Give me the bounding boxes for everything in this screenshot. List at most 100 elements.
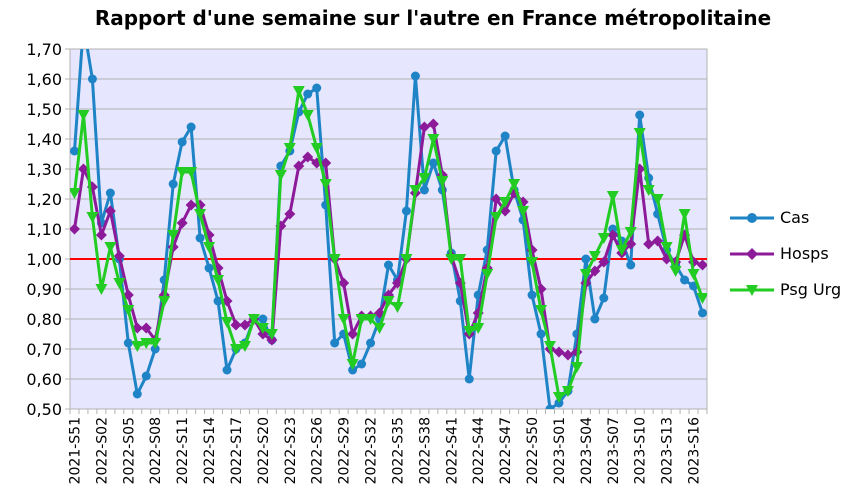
data-point-psg-urg <box>158 296 171 307</box>
x-tick-label: 2022-S29 <box>337 417 353 484</box>
data-point-hosps <box>490 193 502 205</box>
data-point-hosps <box>589 265 601 277</box>
data-point-psg-urg <box>570 362 583 373</box>
data-point-cas <box>87 74 97 84</box>
data-point-psg-urg <box>229 344 242 355</box>
data-point-psg-urg <box>624 227 637 238</box>
y-tick-label: 1,30 <box>26 160 62 179</box>
data-point-cas <box>590 314 600 324</box>
x-tick-label: 2022-S11 <box>175 417 191 484</box>
data-point-cas <box>141 371 151 381</box>
data-point-psg-urg <box>490 212 503 223</box>
data-point-cas <box>410 71 420 81</box>
y-tick-label: 0,60 <box>26 370 62 389</box>
data-point-cas <box>168 179 178 189</box>
series-group <box>70 21 707 409</box>
data-point-hosps <box>338 277 350 289</box>
y-axis: 0,50 0,60 0,70 0,80 0,90 1,00 1,10 1,20 1,30 1,40… <box>26 40 70 419</box>
data-point-psg-urg <box>543 341 556 352</box>
data-point-psg-urg <box>131 341 144 352</box>
data-point-psg-urg <box>552 392 565 403</box>
data-point-cas <box>330 338 340 348</box>
data-point-hosps <box>553 346 565 358</box>
data-point-psg-urg <box>418 173 431 184</box>
data-point-psg-urg <box>651 194 664 205</box>
x-tick-label: 2023-S10 <box>633 417 649 484</box>
x-tick-label: 2022-S02 <box>94 417 110 484</box>
data-point-psg-urg <box>77 110 90 121</box>
legend-label-cas: Cas <box>780 208 810 227</box>
data-point-psg-urg <box>140 338 153 349</box>
x-tick-label: 2022-S17 <box>229 417 245 484</box>
data-point-cas <box>419 185 429 195</box>
data-point-psg-urg <box>113 278 126 289</box>
x-tick-label: 2022-S26 <box>310 417 326 484</box>
data-point-hosps <box>104 205 116 217</box>
data-point-psg-urg <box>247 314 260 325</box>
data-point-hosps <box>643 238 655 250</box>
data-point-cas <box>626 260 636 270</box>
data-point-psg-urg <box>508 179 521 190</box>
data-point-psg-urg <box>436 176 449 187</box>
data-point-cas <box>491 146 501 156</box>
x-tick-label: 2023-S04 <box>579 417 595 484</box>
y-tick-label: 0,70 <box>26 340 62 359</box>
data-point-hosps <box>652 235 664 247</box>
data-point-psg-urg <box>70 188 81 199</box>
x-tick-label: 2022-S05 <box>121 417 137 484</box>
data-point-cas <box>500 131 510 141</box>
x-tick-label: 2022-S32 <box>364 417 380 484</box>
legend-label-hosps: Hosps <box>780 244 829 263</box>
data-point-psg-urg <box>606 191 619 202</box>
data-point-cas <box>123 338 133 348</box>
data-point-psg-urg <box>265 329 278 340</box>
data-point-cas <box>186 122 196 132</box>
legend-swatch-psg-urg <box>730 285 774 296</box>
x-tick-label: 2022-S38 <box>417 417 433 484</box>
data-point-psg-urg <box>588 251 601 262</box>
data-point-cas <box>177 137 187 147</box>
data-point-psg-urg <box>454 254 467 265</box>
data-point-cas <box>79 21 88 30</box>
x-tick-label: 2022-S41 <box>444 417 460 484</box>
data-point-hosps <box>185 199 197 211</box>
data-point-psg-urg <box>292 86 305 97</box>
data-point-psg-urg <box>149 338 162 349</box>
x-tick-label: 2022-S50 <box>525 417 541 484</box>
data-point-psg-urg <box>427 134 440 145</box>
data-point-cas <box>384 260 393 270</box>
data-point-psg-urg <box>194 209 207 220</box>
legend-item-cas: Cas <box>728 204 858 240</box>
x-tick-label: 2023-S13 <box>660 417 676 484</box>
data-point-psg-urg <box>463 326 476 337</box>
data-point-hosps <box>239 319 251 331</box>
data-point-hosps <box>293 160 305 172</box>
data-point-cas <box>428 158 438 168</box>
data-point-cas <box>204 263 214 273</box>
data-point-psg-urg <box>238 341 251 352</box>
data-point-cas <box>195 233 205 243</box>
data-point-psg-urg <box>328 254 341 265</box>
data-point-cas <box>303 89 313 99</box>
x-tick-label: 2022-S14 <box>202 417 218 484</box>
data-point-cas <box>213 296 223 306</box>
data-point-psg-urg <box>561 386 574 397</box>
data-point-psg-urg <box>391 302 404 313</box>
data-point-hosps <box>302 151 314 163</box>
data-point-psg-urg <box>319 179 332 190</box>
y-tick-label: 0,80 <box>26 310 62 329</box>
x-tick-label: 2023-S16 <box>687 417 703 484</box>
data-point-cas <box>70 146 79 156</box>
y-tick-label: 1,40 <box>26 130 62 149</box>
legend: Cas Hosps Psg Urg <box>728 204 858 312</box>
data-point-cas <box>258 314 268 324</box>
legend-item-hosps: Hosps <box>728 240 858 276</box>
data-point-hosps <box>77 163 89 175</box>
data-point-psg-urg <box>597 233 610 244</box>
data-point-cas <box>608 224 618 234</box>
data-point-cas <box>599 293 609 303</box>
data-point-psg-urg <box>678 209 691 220</box>
data-point-cas <box>366 338 376 348</box>
data-point-psg-urg <box>104 242 117 253</box>
data-point-cas <box>222 365 232 375</box>
